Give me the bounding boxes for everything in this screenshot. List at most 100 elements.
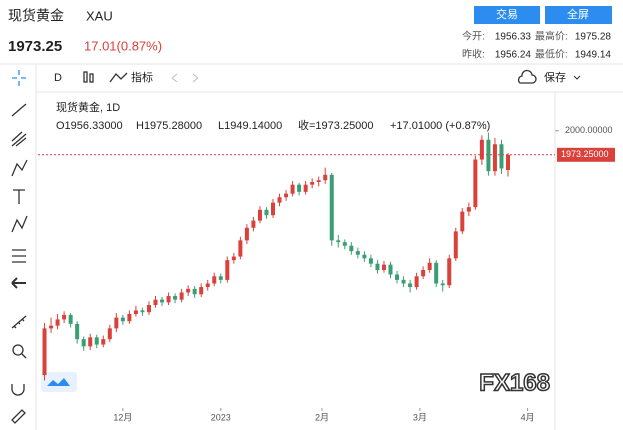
- candle-body: [401, 279, 406, 284]
- candle-body: [225, 260, 230, 280]
- candle-body: [271, 202, 275, 216]
- candle-body: [440, 283, 445, 286]
- indicator-icon[interactable]: [109, 72, 128, 83]
- candle-body: [94, 337, 99, 345]
- legend-close: 收=1973.25000: [298, 118, 374, 132]
- candle-body: [42, 328, 47, 376]
- candle-body: [244, 227, 249, 241]
- candle-body: [388, 264, 393, 275]
- candle-body: [466, 207, 471, 212]
- candle-body: [284, 193, 289, 198]
- price: 1973.25: [8, 38, 62, 55]
- save-arrow[interactable]: [573, 75, 581, 80]
- candle-body: [492, 144, 497, 172]
- candle-body: [453, 231, 458, 259]
- candle-body: [140, 310, 145, 313]
- candle-body: [349, 245, 354, 252]
- candle-body: [81, 339, 86, 347]
- candle-body: [408, 283, 413, 288]
- candle-body: [362, 254, 367, 259]
- candle-body: [212, 276, 217, 284]
- candle-body: [166, 296, 171, 303]
- candle-body: [297, 184, 302, 192]
- candle-body: [473, 159, 478, 208]
- candle-body: [49, 325, 54, 329]
- fullscreen-button[interactable]: [545, 6, 612, 24]
- candle-body: [75, 323, 80, 340]
- candle-body: [251, 220, 256, 228]
- x-tick-label: 4月: [521, 412, 535, 422]
- legend-name: 现货黄金, 1D: [56, 100, 120, 114]
- stat-label: 最高价:: [535, 30, 568, 43]
- legend-high: H1975.28000: [136, 120, 202, 132]
- candle-body: [460, 211, 465, 232]
- candle-body: [133, 310, 138, 315]
- candle-body: [506, 154, 510, 171]
- interval[interactable]: D: [54, 72, 62, 84]
- candle-body: [342, 242, 347, 246]
- price-tag: [557, 147, 615, 162]
- candle-body: [160, 299, 165, 303]
- candle-body: [146, 305, 151, 313]
- candle-body: [120, 317, 125, 322]
- x-tick-label: 3月: [413, 412, 427, 422]
- candle-body: [329, 174, 334, 241]
- candle-body: [421, 270, 426, 277]
- y-tick-label: 2000.00000: [565, 125, 613, 135]
- legend-open: O1956.33000: [56, 120, 123, 132]
- candle-body: [55, 319, 60, 326]
- candle-body: [277, 197, 282, 203]
- drawing-tools[interactable]: [11, 70, 28, 424]
- candle-body: [238, 240, 243, 257]
- stat-value: 1949.14: [575, 50, 612, 61]
- candle-body: [414, 276, 419, 288]
- candle-body: [395, 274, 400, 280]
- candle-body: [499, 144, 504, 169]
- candle-body: [205, 283, 210, 288]
- candle-body: [486, 139, 491, 172]
- cloud-icon[interactable]: [517, 69, 537, 84]
- stat-value: 1956.33: [495, 32, 532, 43]
- candle-body: [434, 262, 439, 284]
- candle-body: [153, 299, 158, 306]
- candle-body: [127, 314, 132, 322]
- candle-body: [323, 174, 328, 181]
- save[interactable]: 保存: [544, 70, 566, 84]
- candle-body: [355, 251, 360, 255]
- candle-body: [231, 256, 236, 261]
- candle-body: [192, 288, 197, 295]
- stat-label: 最低价:: [535, 48, 568, 61]
- x-tick-label: 2月: [315, 412, 329, 422]
- candle-body: [88, 337, 93, 347]
- candle-icon[interactable]: [83, 71, 94, 83]
- logo-badge: [41, 372, 77, 392]
- symbol: XAU: [86, 8, 113, 23]
- candle-body: [375, 263, 380, 270]
- stat-value: 1975.28: [575, 32, 612, 43]
- candle-body: [68, 314, 73, 324]
- candle-body: [264, 209, 269, 216]
- candle-body: [368, 258, 373, 264]
- candle-body: [479, 139, 484, 160]
- candle-body: [257, 209, 262, 221]
- stat-value: 1956.24: [495, 50, 532, 61]
- candle-body: [316, 180, 321, 182]
- indicators[interactable]: 指标: [131, 70, 153, 84]
- candle-body: [173, 296, 178, 300]
- stat-label: 昨收:: [462, 48, 485, 61]
- candle-body: [101, 339, 106, 345]
- change: 17.01(0.87%): [84, 38, 162, 53]
- undo-redo[interactable]: [171, 73, 199, 83]
- candle-body: [381, 264, 386, 270]
- candle-body: [107, 328, 112, 340]
- x-tick-label: 12月: [113, 412, 132, 422]
- legend-change: +17.01000 (+0.87%): [390, 120, 490, 132]
- fullscreen-label[interactable]: 全屏: [567, 7, 589, 21]
- candle-body: [218, 276, 223, 280]
- trade-button[interactable]: [474, 6, 540, 24]
- legend-low: L1949.14000: [218, 120, 282, 132]
- candle-body: [199, 287, 204, 295]
- trade-label[interactable]: 交易: [496, 7, 518, 21]
